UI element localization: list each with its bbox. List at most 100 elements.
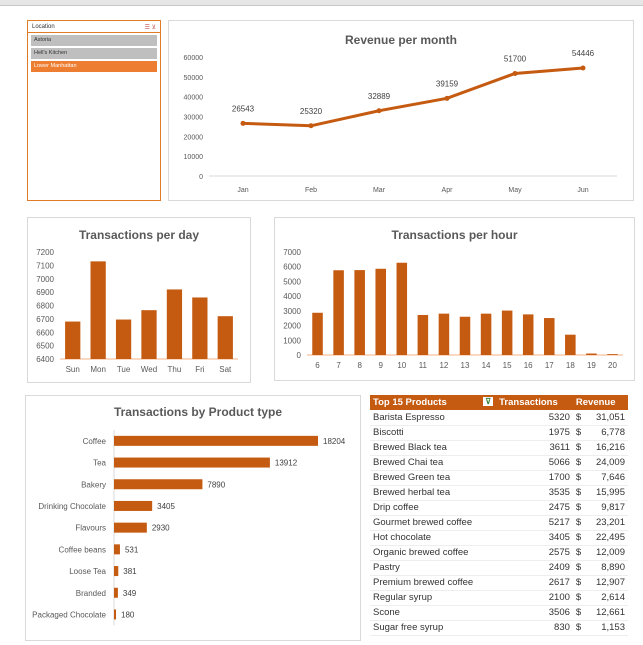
revenue: 7,646: [586, 470, 628, 486]
x-tick-label: 16: [524, 361, 533, 370]
y-tick-label: 50000: [184, 75, 204, 82]
revenue: 15,995: [586, 485, 628, 501]
y-tick-label: 6900: [36, 288, 54, 297]
data-point: [240, 120, 246, 126]
y-tick-label: Drinking Chocolate: [38, 502, 106, 511]
x-tick-label: 9: [379, 361, 384, 370]
data-label: 13912: [275, 459, 298, 468]
currency: $: [572, 470, 587, 486]
data-point: [512, 70, 518, 76]
bar: [217, 316, 233, 359]
table-row: Scone 3506 $12,661: [370, 605, 628, 621]
transactions: 2475: [496, 500, 573, 516]
hour-chart: Transactions per hour 0 1000 2000 3000 4000 50…: [274, 217, 635, 381]
y-tick-label: Flavours: [75, 524, 106, 533]
top-products-table: Top 15 Products ⊽ Transactions Revenue Ba…: [370, 395, 628, 636]
table-row: Premium brewed coffee 2617 $12,907: [370, 575, 628, 591]
x-tick-label: Feb: [305, 187, 317, 194]
y-tick-label: Coffee: [83, 437, 107, 446]
y-tick-label: 60000: [184, 55, 204, 62]
x-tick-label: Jun: [577, 187, 588, 194]
y-tick-label: 6400: [36, 355, 54, 364]
data-label: 531: [125, 545, 139, 554]
data-point: [580, 65, 586, 71]
y-tick-label: 30000: [184, 115, 204, 122]
y-tick-label: 1000: [283, 336, 301, 345]
x-tick-label: 19: [587, 361, 596, 370]
slicer-item[interactable]: Hell's Kitchen: [31, 48, 157, 59]
bar: [65, 321, 81, 359]
transactions: 2617: [496, 575, 573, 591]
product-name: Gourmet brewed coffee: [370, 515, 497, 531]
header-transactions: Transactions: [496, 395, 573, 410]
currency: $: [572, 410, 587, 426]
revenue: 2,614: [586, 590, 628, 606]
revenue: 24,009: [586, 455, 628, 471]
y-tick-label: 7100: [36, 261, 54, 270]
currency: $: [572, 560, 587, 576]
x-tick-label: 14: [482, 361, 491, 370]
revenue: 1,153: [586, 620, 628, 636]
x-tick-label: 8: [357, 361, 362, 370]
slicer-item[interactable]: Lower Manhattan: [31, 61, 157, 72]
product-name: Barista Espresso: [370, 410, 497, 426]
data-label: 32889: [368, 92, 391, 101]
y-tick-label: 20000: [184, 134, 204, 141]
bar: [114, 479, 203, 490]
product-name: Drip coffee: [370, 500, 497, 516]
revenue: 12,907: [586, 575, 628, 591]
currency: $: [572, 500, 587, 516]
bar: [114, 457, 270, 468]
chart-title: Transactions by Product type: [114, 405, 282, 419]
currency: $: [572, 620, 587, 636]
bar: [192, 297, 208, 359]
bar: [312, 312, 323, 355]
data-label: 381: [123, 567, 137, 576]
y-tick-label: 6600: [36, 328, 54, 337]
x-tick-label: 6: [315, 361, 320, 370]
header-revenue: Revenue: [572, 395, 628, 410]
bar: [459, 316, 471, 355]
currency: $: [572, 485, 587, 501]
clear-filter-icon[interactable]: ☰ ⊻: [144, 25, 156, 31]
product-name: Sugar free syrup: [370, 620, 497, 636]
y-tick-label: 6800: [36, 302, 54, 311]
data-label: 349: [123, 589, 137, 598]
table-row: Regular syrup 2100 $2,614: [370, 590, 628, 606]
x-tick-label: Sat: [219, 365, 232, 374]
revenue: 6,778: [586, 425, 628, 441]
transactions: 5217: [496, 515, 573, 531]
slicer-item[interactable]: Astoria: [31, 35, 157, 46]
y-tick-label: 5000: [283, 277, 301, 286]
revenue-chart: Revenue per month 0 10000 20000 30000 40000 50…: [168, 20, 634, 201]
y-tick-label: 6500: [36, 342, 54, 351]
table-row: Pastry 2409 $8,890: [370, 560, 628, 576]
header-product[interactable]: Top 15 Products ⊽: [370, 395, 497, 410]
transactions: 5066: [496, 455, 573, 471]
currency: $: [572, 575, 587, 591]
revenue: 12,661: [586, 605, 628, 621]
revenue: 12,009: [586, 545, 628, 561]
y-tick-label: 7000: [36, 275, 54, 284]
y-tick-label: Bakery: [81, 480, 106, 489]
bar: [396, 262, 408, 355]
y-tick-label: Branded: [76, 589, 106, 598]
revenue: 8,890: [586, 560, 628, 576]
revenue: 22,495: [586, 530, 628, 546]
table-row: Barista Espresso 5320 $31,051: [370, 410, 628, 426]
data-label: 3405: [157, 502, 175, 511]
filter-icon[interactable]: ⊽: [483, 397, 494, 406]
x-tick-label: 18: [566, 361, 575, 370]
bar: [501, 310, 513, 355]
product-name: Premium brewed coffee: [370, 575, 497, 591]
y-tick-label: Tea: [93, 459, 106, 468]
product-name: Organic brewed coffee: [370, 545, 497, 561]
chart-title: Revenue per month: [345, 33, 457, 47]
bar: [417, 314, 429, 355]
transactions: 1975: [496, 425, 573, 441]
product-name: Hot chocolate: [370, 530, 497, 546]
bar: [90, 261, 106, 359]
data-label: 54446: [572, 49, 595, 58]
slicer-title: Location: [32, 24, 55, 30]
y-tick-label: 0: [199, 174, 203, 181]
